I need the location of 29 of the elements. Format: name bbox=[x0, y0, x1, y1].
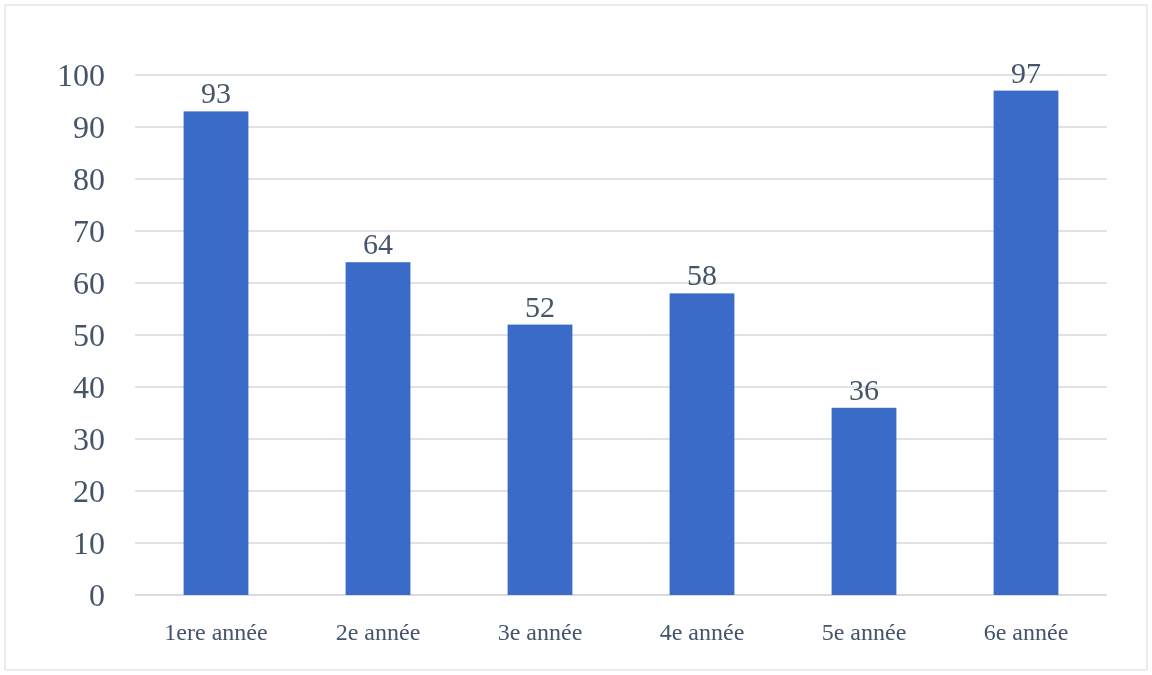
data-label: 64 bbox=[363, 227, 393, 261]
data-label: 36 bbox=[849, 372, 879, 406]
y-tick-label: 20 bbox=[73, 473, 105, 510]
data-label: 93 bbox=[201, 76, 231, 110]
bar bbox=[345, 262, 411, 595]
bar bbox=[669, 293, 735, 595]
y-tick-label: 100 bbox=[57, 57, 105, 94]
y-tick-label: 70 bbox=[73, 213, 105, 250]
y-tick-label: 40 bbox=[73, 369, 105, 406]
y-tick-label: 50 bbox=[73, 317, 105, 354]
y-tick-label: 0 bbox=[89, 577, 105, 614]
x-tick-label: 2e année bbox=[335, 619, 421, 645]
bar bbox=[993, 90, 1059, 595]
data-label: 97 bbox=[1011, 55, 1041, 89]
bar bbox=[507, 324, 573, 595]
y-tick-label: 60 bbox=[73, 265, 105, 302]
bar bbox=[831, 407, 897, 595]
x-tick-label: 5e année bbox=[821, 619, 907, 645]
y-tick-label: 90 bbox=[73, 109, 105, 146]
bar bbox=[183, 111, 249, 595]
x-tick-label: 6e année bbox=[983, 619, 1069, 645]
data-label: 58 bbox=[687, 258, 717, 292]
x-tick-label: 3e année bbox=[497, 619, 583, 645]
data-label: 52 bbox=[525, 289, 555, 323]
y-tick-label: 30 bbox=[73, 421, 105, 458]
x-tick-label: 1ere année bbox=[164, 619, 268, 645]
x-tick-label: 4e année bbox=[659, 619, 745, 645]
y-tick-label: 80 bbox=[73, 161, 105, 198]
y-tick-label: 10 bbox=[73, 525, 105, 562]
